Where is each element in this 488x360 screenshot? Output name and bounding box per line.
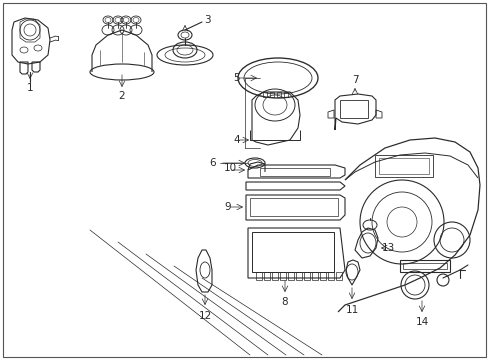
Text: 6: 6 [209, 158, 216, 168]
Bar [399, 260, 449, 272]
Bar [378, 158, 428, 174]
Text: 13: 13 [381, 243, 394, 253]
Text: 1: 1 [27, 83, 33, 93]
Bar [249, 198, 337, 216]
Bar [284, 92, 287, 97]
Text: 10: 10 [223, 163, 236, 173]
Bar [260, 168, 329, 176]
Text: 9: 9 [224, 202, 231, 212]
Bar [271, 272, 278, 280]
Bar [295, 272, 302, 280]
Bar [335, 272, 341, 280]
Bar [251, 232, 333, 272]
Bar [304, 272, 309, 280]
Bar [280, 272, 285, 280]
Text: 14: 14 [414, 317, 428, 327]
Text: 5: 5 [233, 73, 240, 83]
Text: 3: 3 [203, 15, 210, 25]
Bar [327, 272, 333, 280]
Bar [276, 92, 281, 97]
Bar [319, 272, 325, 280]
Bar [374, 155, 432, 177]
Bar [256, 272, 262, 280]
Text: 12: 12 [198, 311, 211, 321]
Bar [311, 272, 317, 280]
Bar [339, 100, 367, 118]
Bar [287, 272, 293, 280]
Text: 11: 11 [345, 305, 358, 315]
Text: 4: 4 [233, 135, 240, 145]
Text: 7: 7 [351, 75, 358, 85]
Text: 8: 8 [281, 297, 288, 307]
Bar [263, 92, 266, 97]
Bar [269, 92, 273, 97]
Bar [402, 263, 446, 269]
Bar [264, 272, 269, 280]
Text: 2: 2 [119, 91, 125, 101]
